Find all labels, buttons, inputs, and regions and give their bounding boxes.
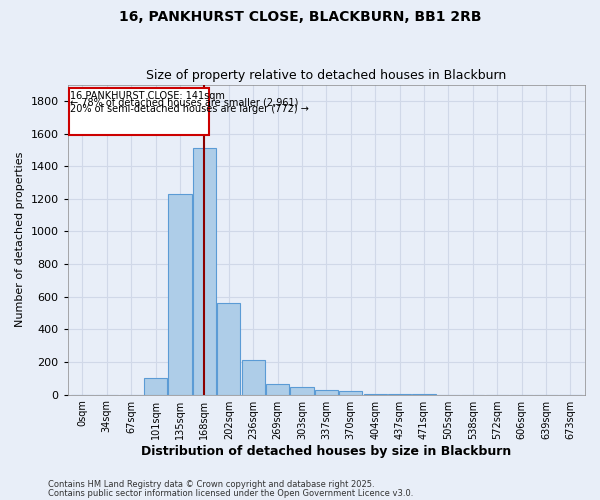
Bar [266, 384, 289, 394]
Bar [339, 392, 362, 394]
Text: 16 PANKHURST CLOSE: 141sqm: 16 PANKHURST CLOSE: 141sqm [70, 91, 225, 101]
Bar [290, 387, 314, 394]
Bar [315, 390, 338, 394]
Y-axis label: Number of detached properties: Number of detached properties [15, 152, 25, 328]
Text: ← 78% of detached houses are smaller (2,961): ← 78% of detached houses are smaller (2,… [70, 98, 299, 108]
Bar [144, 378, 167, 394]
Bar [169, 194, 191, 394]
FancyBboxPatch shape [69, 88, 209, 135]
Bar [193, 148, 216, 394]
Text: 20% of semi-detached houses are larger (772) →: 20% of semi-detached houses are larger (… [70, 104, 309, 114]
Title: Size of property relative to detached houses in Blackburn: Size of property relative to detached ho… [146, 69, 506, 82]
X-axis label: Distribution of detached houses by size in Blackburn: Distribution of detached houses by size … [141, 444, 511, 458]
Text: Contains HM Land Registry data © Crown copyright and database right 2025.: Contains HM Land Registry data © Crown c… [48, 480, 374, 489]
Bar [242, 360, 265, 394]
Bar [217, 303, 241, 394]
Text: Contains public sector information licensed under the Open Government Licence v3: Contains public sector information licen… [48, 488, 413, 498]
Text: 16, PANKHURST CLOSE, BLACKBURN, BB1 2RB: 16, PANKHURST CLOSE, BLACKBURN, BB1 2RB [119, 10, 481, 24]
